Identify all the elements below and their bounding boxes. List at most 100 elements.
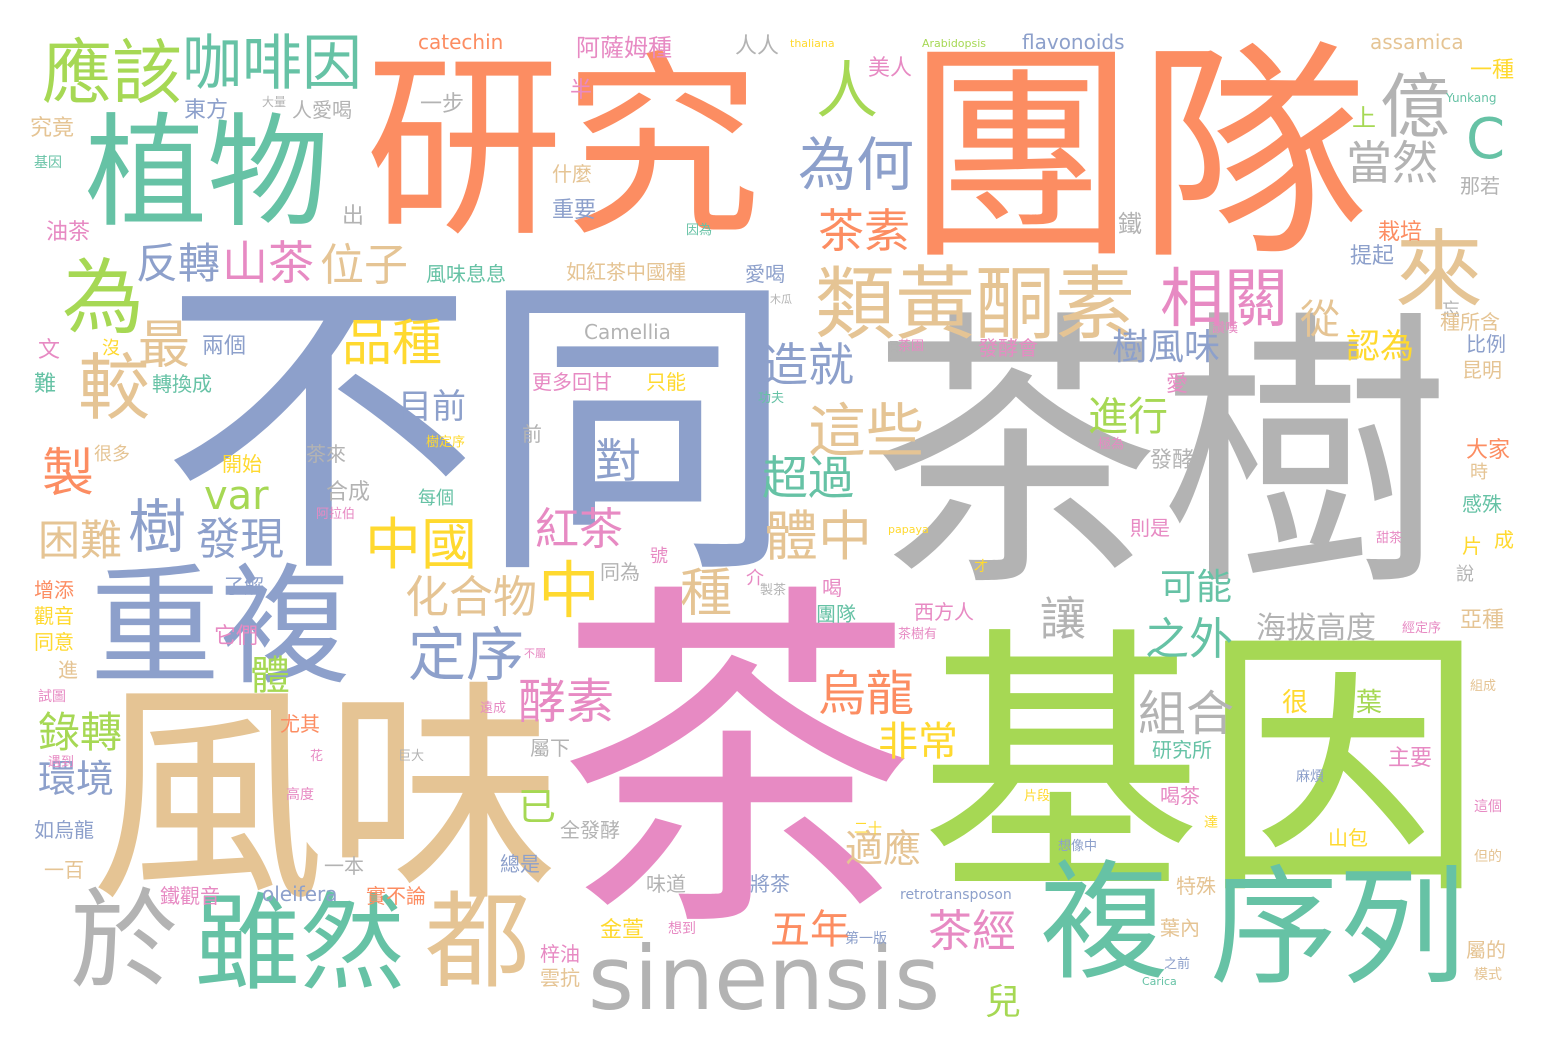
word-tieguanyin: 鐵觀音 (160, 884, 220, 908)
word-c: C (1466, 107, 1506, 172)
word-cheng: 成 (1494, 528, 1514, 552)
word-zhongyao: 重要 (552, 198, 597, 223)
word-dajia: 大家 (1466, 438, 1511, 463)
word-chu: 出 (342, 204, 365, 229)
word-ziyou: 梓油 (540, 942, 580, 966)
word-ze: 則 (888, 338, 908, 362)
word-guanyin: 觀音 (34, 604, 74, 628)
word-shufengwei: 樹風味 (1112, 327, 1221, 368)
word-jin: 進 (58, 658, 78, 682)
word-hen: 很 (1282, 688, 1309, 718)
word-var: var (204, 473, 269, 519)
word-muqian: 目前 (398, 387, 466, 427)
word-nan: 難 (34, 372, 57, 397)
word-renaihe: 人愛喝 (292, 98, 352, 122)
word-youcha: 油茶 (46, 220, 91, 245)
word-dongfang: 東方 (184, 98, 229, 123)
word-mafan: 麻煩 (1296, 769, 1324, 785)
word-yunkang: Yunkang (1446, 91, 1497, 105)
word-chongfu: 重複 (90, 551, 351, 703)
word-hecheng: 合成 (326, 480, 371, 505)
word-alabo: 阿拉伯 (316, 507, 356, 522)
word-pinzhong: 品種 (342, 314, 442, 372)
word-zantan: 讚嘆 (1212, 321, 1239, 336)
word-jinxing: 進行 (1088, 394, 1168, 440)
word-chaoguo: 超過 (762, 451, 854, 505)
word-moshi: 模式 (1474, 967, 1502, 983)
word-renren: 人人 (735, 34, 780, 59)
word-huahewu: 化合物 (405, 572, 537, 623)
word-kaishi: 開始 (222, 452, 262, 476)
word-dingxu: 定序 (408, 621, 525, 689)
word-thaliana: thaliana (790, 37, 835, 50)
word-hua: 花 (310, 749, 324, 764)
word-lai: 來 (1395, 220, 1484, 323)
word-yunkang-2: 雲抗 (540, 966, 580, 990)
word-tongwei: 同為 (600, 560, 640, 584)
word-sinensis: sinensis (588, 927, 941, 1030)
word-yanjiu: 研究 (365, 33, 761, 264)
word-liaojie: 了解 (224, 574, 264, 598)
word-jiao: 較 (78, 346, 151, 430)
word-papaya: papaya (888, 523, 929, 536)
word-wunian: 五年 (770, 907, 850, 953)
word-retrotransposon: retrotransposon (900, 887, 1012, 903)
word-butong: 不同 (160, 246, 796, 616)
word-xiangxiangzhong: 想像中 (1058, 839, 1098, 854)
word-shenme: 什麼 (552, 162, 592, 186)
word-dui: 對 (595, 434, 641, 488)
word-tuandui-small: 團隊 (816, 602, 856, 626)
word-ruhongcha: 如紅茶中國種 (566, 260, 686, 284)
word-tuandui: 團隊 (905, 21, 1370, 291)
word-pian: 片 (1462, 534, 1482, 558)
word-zhongguo: 中國 (365, 513, 477, 578)
word-jiyin: 基因 (920, 604, 1484, 933)
word-suiran: 雖然 (195, 883, 406, 1005)
word-shitu: 試圖 (38, 689, 66, 705)
word-bushu: 不屬 (524, 647, 546, 660)
word-xiangguan: 相關 (1160, 263, 1288, 337)
word-yinggai: 應該 (42, 32, 182, 114)
word-yi: 億 (1380, 66, 1450, 148)
word-yanjiusuo: 研究所 (1152, 738, 1212, 762)
word-jiyin-small: 基因 (34, 155, 62, 171)
word-chalai: 茶來 (306, 442, 346, 466)
word-zhege: 這個 (1474, 799, 1502, 815)
word-zengtian: 增添 (34, 578, 74, 602)
word-yudao: 遇到 (48, 755, 75, 770)
word-dangran: 當然 (1346, 136, 1438, 190)
word-yinwei: 因為 (686, 223, 713, 238)
word-shuxia: 屬下 (530, 736, 570, 760)
word-tie: 鐵 (1118, 210, 1142, 238)
word-yizhong: 一種 (1470, 58, 1515, 83)
word-keneng: 可能 (1160, 567, 1233, 608)
word-huanjing: 環境 (38, 757, 115, 801)
word-liangge: 兩個 (202, 334, 247, 359)
word-rang: 讓 (1040, 592, 1086, 646)
word-yi-2: 已 (518, 785, 557, 829)
word-ban: 半 (570, 78, 593, 103)
word-haibagaodu: 海拔高度 (1256, 611, 1376, 646)
word-tamen: 它們 (214, 624, 259, 649)
word-oleifera: oleifera (262, 882, 338, 906)
word-fanzhuan: 反轉 (136, 239, 221, 288)
word-zhicha: 製茶 (760, 583, 787, 598)
word-gaodu: 高度 (286, 787, 314, 803)
word-xulie: 序列 (1210, 854, 1467, 1003)
word-carica: Carica (1142, 975, 1177, 988)
word-zuhe: 組合 (1138, 686, 1235, 742)
word-cha: 茶 (556, 555, 916, 974)
word-tiancha: 甜茶 (1376, 531, 1403, 546)
word-gengduohuigan: 更多回甘 (532, 370, 612, 394)
word-zhuanhuancheng: 轉換成 (152, 372, 212, 396)
word-dou: 都 (425, 881, 531, 1003)
word-shang: 上 (1352, 104, 1376, 132)
word-qian: 前 (522, 422, 542, 446)
word-jiujing: 究竟 (30, 116, 75, 141)
word-gongfu: 功夫 (758, 391, 785, 406)
word-shuo: 說 (1456, 564, 1474, 585)
word-jiwei: 極為 (1098, 437, 1125, 452)
word-faxian: 發現 (196, 514, 284, 565)
word-tongyi: 同意 (34, 630, 74, 654)
